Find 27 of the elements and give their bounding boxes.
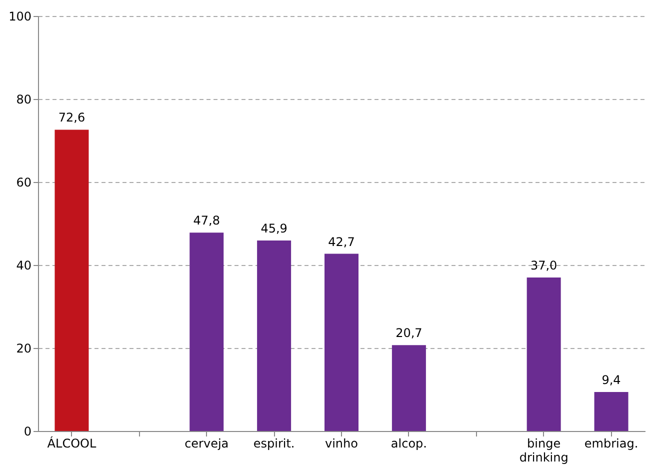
- x-tick-label: cerveja: [184, 436, 229, 450]
- data-label: 9,4: [602, 372, 621, 387]
- data-label: 20,7: [396, 326, 422, 340]
- y-tick-label: 100: [8, 10, 32, 24]
- y-tick-label: 20: [16, 342, 32, 356]
- y-tick-label: 0: [24, 424, 32, 438]
- data-label: 47,8: [193, 214, 220, 228]
- y-tick-label: 40: [16, 258, 32, 272]
- data-label: 72,6: [58, 110, 86, 125]
- y-tick-label: 80: [16, 92, 32, 106]
- data-label: 45,9: [260, 222, 288, 236]
- bar: [190, 232, 224, 431]
- x-tick-label: alcop.: [390, 436, 427, 450]
- bar: [526, 277, 561, 431]
- x-tick-label: vinho: [325, 436, 358, 450]
- bar: [257, 240, 292, 431]
- bar: [594, 392, 628, 431]
- x-tick-label: ÁLCOOL: [47, 436, 96, 450]
- data-label: 37,0: [530, 258, 558, 272]
- bar: [392, 345, 426, 431]
- bar: [324, 254, 358, 431]
- y-tick-label: 60: [16, 176, 32, 190]
- x-tick-label: espirit.: [253, 436, 295, 450]
- x-tick-label: binge drinking: [519, 436, 568, 464]
- data-label: 42,7: [328, 234, 355, 249]
- x-tick-label: embriag.: [584, 436, 638, 450]
- bar: [54, 130, 89, 431]
